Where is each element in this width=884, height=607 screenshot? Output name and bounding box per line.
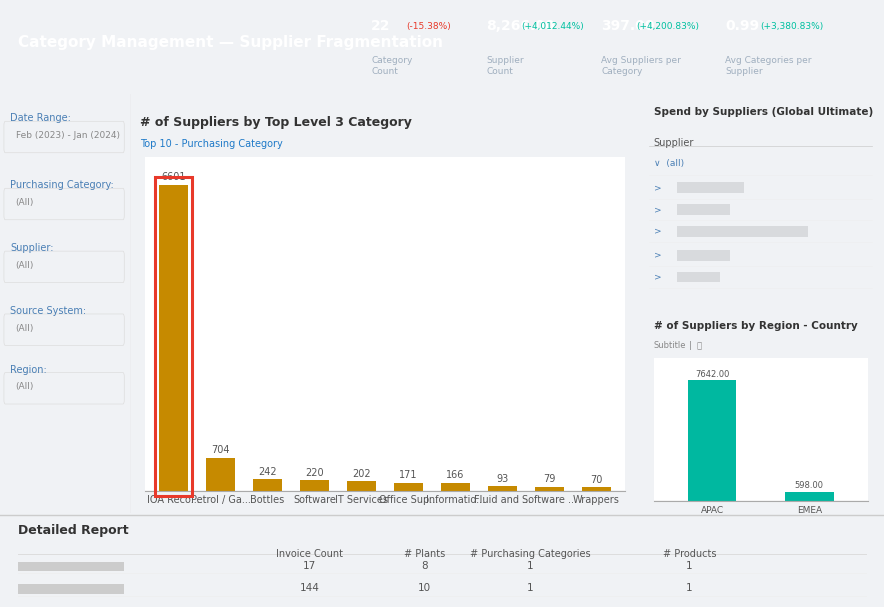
Text: 10: 10: [418, 583, 431, 593]
Text: # Plants: # Plants: [404, 549, 445, 558]
Text: >: >: [653, 227, 661, 236]
Text: 8,266.00: 8,266.00: [486, 19, 554, 33]
Text: Subtitle: Subtitle: [653, 341, 686, 350]
Text: # of Suppliers by Region - Country: # of Suppliers by Region - Country: [653, 321, 857, 331]
Text: Supplier:: Supplier:: [11, 243, 54, 253]
Text: (+4,200.83%): (+4,200.83%): [636, 22, 699, 31]
Text: (+4,012.44%): (+4,012.44%): [522, 22, 584, 31]
Bar: [18, 562, 124, 571]
Text: (-15.38%): (-15.38%): [407, 22, 452, 31]
FancyBboxPatch shape: [4, 314, 125, 345]
Text: # Products: # Products: [663, 549, 716, 558]
Bar: [677, 271, 720, 282]
Text: (All): (All): [16, 198, 34, 207]
Text: >: >: [653, 205, 661, 214]
Text: (+3,380.83%): (+3,380.83%): [760, 22, 824, 31]
Text: Purchasing Category:: Purchasing Category:: [11, 180, 114, 191]
FancyBboxPatch shape: [4, 121, 125, 153]
Text: Supplier: Supplier: [653, 138, 694, 148]
Text: Supplier
Count: Supplier Count: [486, 56, 524, 75]
Text: # Purchasing Categories: # Purchasing Categories: [470, 549, 591, 558]
Text: 144: 144: [300, 583, 319, 593]
Text: # of Suppliers by Top Level 3 Category: # of Suppliers by Top Level 3 Category: [141, 117, 412, 129]
Text: (All): (All): [16, 261, 34, 270]
Text: Feb (2023) - Jan (2024): Feb (2023) - Jan (2024): [16, 131, 119, 140]
Text: 1: 1: [527, 583, 534, 593]
Text: Category
Count: Category Count: [371, 56, 413, 75]
FancyBboxPatch shape: [4, 251, 125, 283]
Text: 1: 1: [686, 561, 693, 571]
Bar: [677, 204, 730, 215]
Text: Spend by Suppliers (Global Ultimate): Spend by Suppliers (Global Ultimate): [653, 107, 873, 117]
Bar: [677, 226, 808, 237]
Text: 17: 17: [303, 561, 316, 571]
Text: Detailed Report: Detailed Report: [18, 524, 128, 537]
Text: >: >: [653, 183, 661, 192]
Text: >: >: [653, 251, 661, 260]
FancyBboxPatch shape: [4, 373, 125, 404]
Text: 0.99: 0.99: [725, 19, 759, 33]
Text: (All): (All): [16, 324, 34, 333]
Text: |  🔗: | 🔗: [690, 341, 703, 350]
Text: (All): (All): [16, 382, 34, 392]
Text: 22: 22: [371, 19, 391, 33]
Text: >: >: [653, 273, 661, 282]
Text: Avg Categories per
Supplier: Avg Categories per Supplier: [725, 56, 812, 75]
Text: Category Management — Supplier Fragmentation: Category Management — Supplier Fragmenta…: [18, 35, 443, 50]
Bar: [677, 250, 730, 260]
Bar: [677, 182, 744, 193]
Text: Top 10 - Purchasing Category: Top 10 - Purchasing Category: [141, 139, 283, 149]
FancyBboxPatch shape: [4, 188, 125, 220]
Text: ∨  (all): ∨ (all): [653, 159, 684, 168]
Text: 1: 1: [686, 583, 693, 593]
Text: Avg Suppliers per
Category: Avg Suppliers per Category: [601, 56, 681, 75]
Text: Region:: Region:: [11, 365, 47, 375]
Text: 8: 8: [421, 561, 428, 571]
Text: Source System:: Source System:: [11, 306, 87, 316]
Text: 1: 1: [527, 561, 534, 571]
Text: Invoice Count: Invoice Count: [276, 549, 343, 558]
Text: Date Range:: Date Range:: [11, 114, 72, 123]
Bar: [18, 585, 124, 594]
Text: 397.00: 397.00: [601, 19, 654, 33]
